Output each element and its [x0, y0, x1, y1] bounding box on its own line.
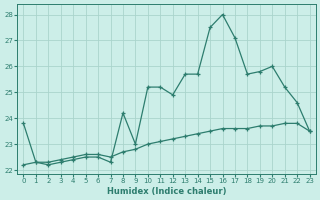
X-axis label: Humidex (Indice chaleur): Humidex (Indice chaleur) — [107, 187, 226, 196]
